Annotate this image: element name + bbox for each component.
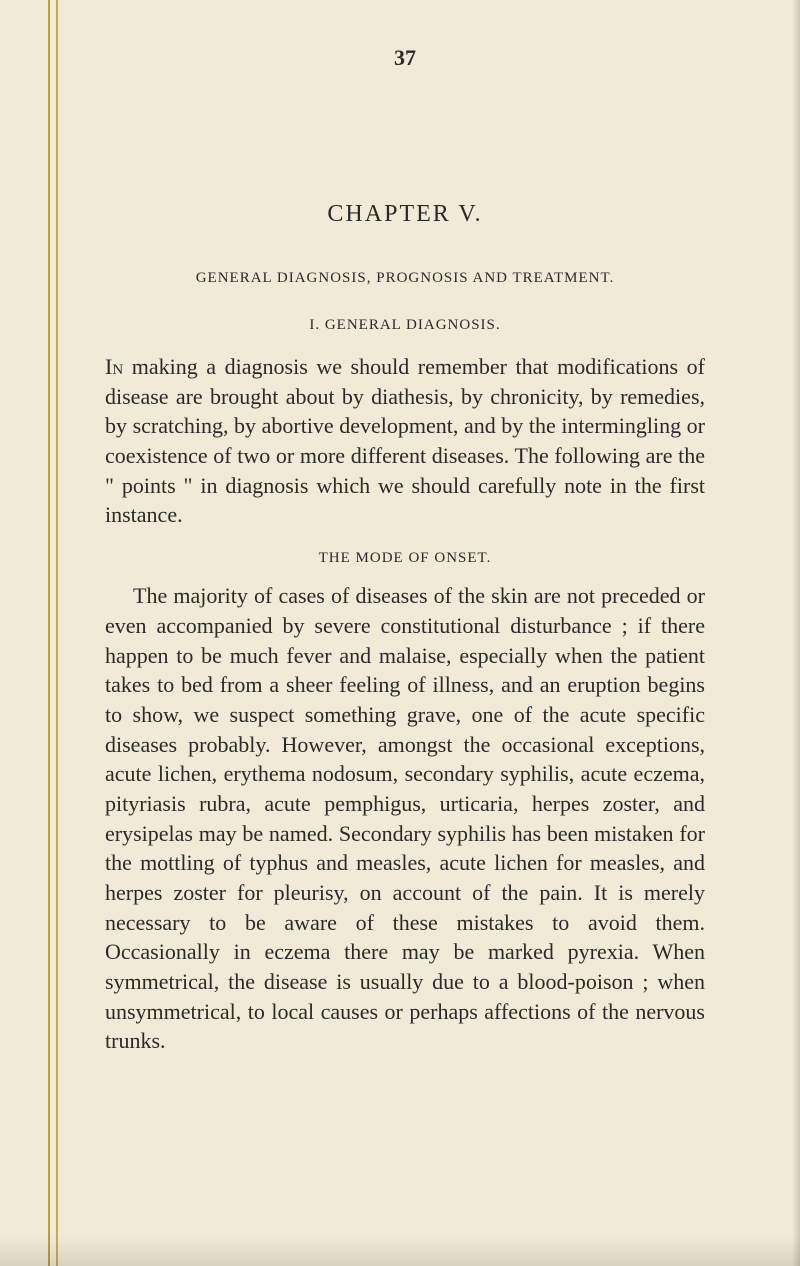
paragraph-1: In making a diagnosis we should remember… xyxy=(105,352,705,530)
page-edge-shadow xyxy=(792,0,800,1266)
document-page: 37 CHAPTER V. GENERAL DIAGNOSIS, PROGNOS… xyxy=(0,0,800,1266)
paragraph-2: The majority of cases of diseases of the… xyxy=(105,581,705,1056)
section-heading-1: I. GENERAL DIAGNOSIS. xyxy=(105,317,705,334)
chapter-title: CHAPTER V. xyxy=(105,201,705,228)
section-heading-2: THE MODE OF ONSET. xyxy=(105,550,705,567)
page-number: 37 xyxy=(105,45,705,71)
paragraph-1-body: making a diagnosis we should remember th… xyxy=(105,354,705,527)
paragraph-lead-word: In xyxy=(105,354,123,379)
chapter-subtitle: GENERAL DIAGNOSIS, PROGNOSIS AND TREATME… xyxy=(105,270,705,287)
page-bottom-shadow xyxy=(0,1236,800,1266)
